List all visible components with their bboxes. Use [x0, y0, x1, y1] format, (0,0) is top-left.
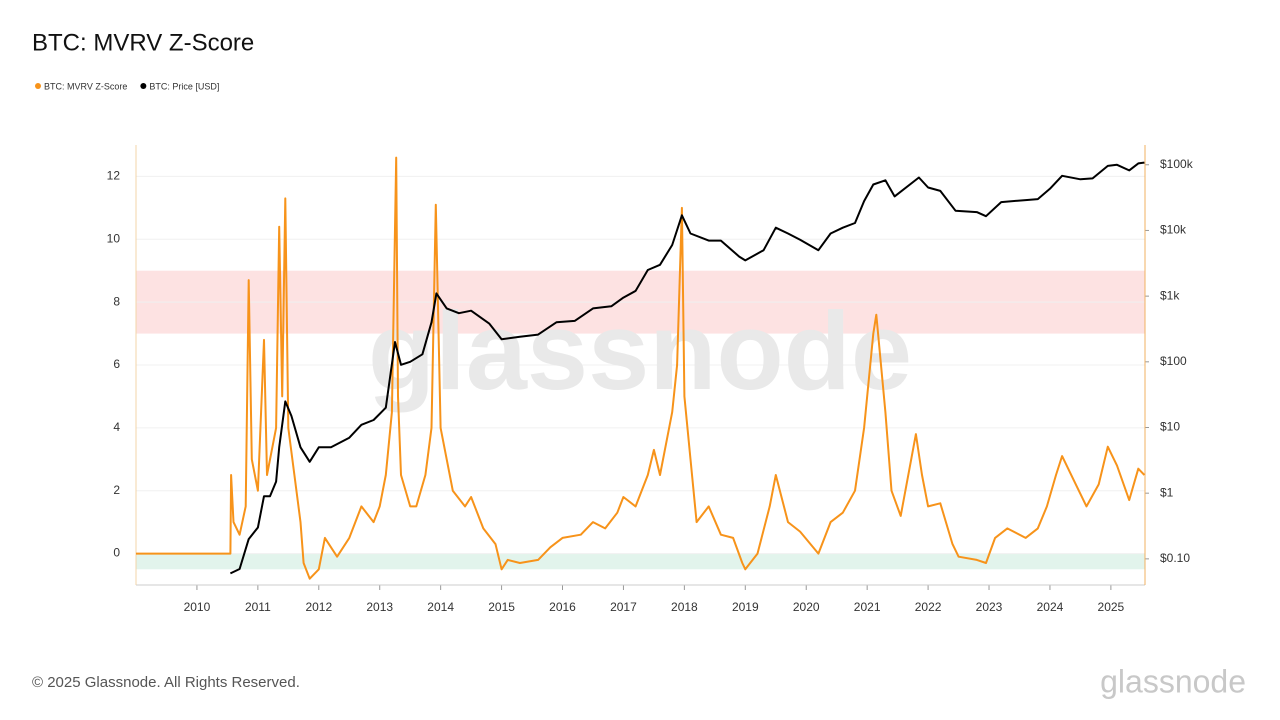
legend-label: BTC: MVRV Z-Score [44, 81, 127, 91]
x-tick-label: 2017 [610, 600, 637, 614]
x-tick-label: 2018 [671, 600, 698, 614]
y-tick-label: 10 [107, 231, 121, 245]
y-tick-label: 12 [107, 169, 121, 183]
copyright: © 2025 Glassnode. All Rights Reserved. [32, 674, 300, 691]
x-tick-label: 2020 [793, 600, 820, 614]
x-tick-label: 2015 [488, 600, 515, 614]
y2-tick-label: $0.10 [1160, 551, 1190, 565]
y2-tick-label: $100 [1160, 354, 1187, 368]
y2-tick-label: $1k [1160, 288, 1180, 302]
legend-marker [140, 83, 147, 89]
y2-tick-label: $10 [1160, 420, 1180, 434]
x-tick-label: 2023 [976, 600, 1003, 614]
x-tick-label: 2025 [1098, 600, 1125, 614]
x-tick-label: 2016 [549, 600, 576, 614]
legend-marker [35, 83, 41, 89]
logo: glassnode [1100, 663, 1246, 699]
y2-tick-label: $10k [1160, 223, 1187, 237]
x-tick-label: 2021 [854, 600, 881, 614]
zone-band [136, 553, 1145, 570]
legend-label: BTC: Price [USD] [149, 81, 219, 91]
x-tick-label: 2011 [245, 600, 271, 614]
x-tick-label: 2013 [366, 600, 393, 614]
x-tick-label: 2019 [732, 600, 759, 614]
y-tick-label: 2 [113, 483, 120, 497]
x-tick-label: 2014 [427, 600, 454, 614]
y-tick-label: 4 [113, 420, 120, 434]
y-tick-label: 0 [113, 546, 120, 560]
series-line [136, 156, 1146, 580]
x-tick-label: 2010 [184, 600, 211, 614]
y-tick-label: 8 [113, 294, 120, 308]
watermark: glassnode [368, 290, 912, 413]
y2-tick-label: $1 [1160, 485, 1174, 499]
y2-tick-label: $100k [1160, 157, 1194, 171]
chart-title: BTC: MVRV Z-Score [32, 29, 254, 56]
y-tick-label: 6 [113, 357, 120, 371]
x-tick-label: 2022 [915, 600, 942, 614]
x-tick-label: 2012 [305, 600, 332, 614]
series-line [229, 161, 1145, 575]
x-tick-label: 2024 [1037, 600, 1064, 614]
